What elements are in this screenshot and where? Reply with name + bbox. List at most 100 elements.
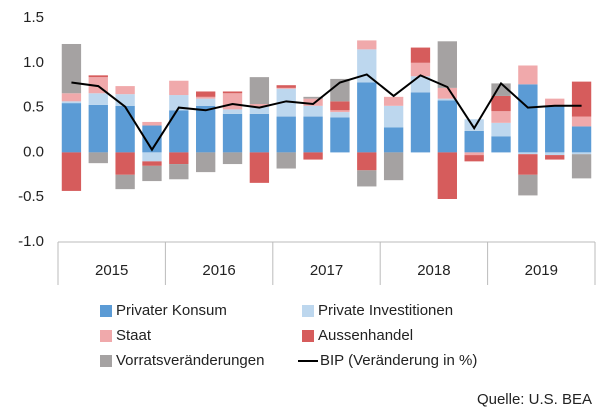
bar-segment bbox=[169, 80, 189, 96]
bar-segment bbox=[437, 152, 457, 199]
bar-segment bbox=[357, 40, 377, 50]
x-group-label: 2018 bbox=[417, 262, 450, 279]
bar-segment bbox=[410, 62, 431, 77]
bar-segment bbox=[88, 75, 108, 78]
bar-segment bbox=[464, 119, 484, 131]
bar-segment bbox=[169, 164, 189, 180]
bar-segment bbox=[571, 81, 592, 117]
bar-segment bbox=[330, 117, 350, 153]
bar-segment bbox=[464, 155, 484, 162]
bar-segment bbox=[571, 126, 592, 153]
bar-segment bbox=[518, 174, 538, 196]
legend-label: Privater Konsum bbox=[116, 302, 227, 319]
bar-segment bbox=[437, 100, 457, 153]
bar-segment bbox=[142, 161, 162, 166]
bar-segment bbox=[249, 106, 270, 114]
bar-segment bbox=[410, 47, 431, 63]
legend-label: Vorratsveränderungen bbox=[116, 352, 264, 369]
bar-segment bbox=[276, 152, 296, 169]
bar-segment bbox=[491, 122, 511, 137]
bar-segment bbox=[61, 152, 82, 191]
bar-segment bbox=[169, 110, 189, 153]
bar-segment bbox=[303, 96, 323, 99]
bar-segment bbox=[249, 152, 270, 183]
bar-segment bbox=[276, 88, 296, 117]
bar-segment bbox=[222, 91, 243, 94]
bar-segment bbox=[276, 116, 296, 153]
x-group-label: 2016 bbox=[202, 262, 235, 279]
legend-label: BIP (Veränderung in %) bbox=[320, 352, 477, 369]
bar-segment bbox=[115, 152, 135, 175]
bar-segment bbox=[545, 155, 565, 160]
bar-segment bbox=[330, 101, 350, 111]
legend-swatch bbox=[302, 330, 314, 342]
bar-segment bbox=[383, 127, 404, 153]
bar-segment bbox=[142, 125, 162, 153]
bar-segment bbox=[196, 91, 216, 97]
bar-segment bbox=[491, 111, 511, 123]
bar-segment bbox=[410, 92, 431, 153]
bar-segment bbox=[518, 65, 538, 85]
bar-segment bbox=[437, 98, 457, 101]
legend-swatch bbox=[100, 330, 112, 342]
bar-segment bbox=[222, 109, 243, 114]
bar-segment bbox=[383, 105, 404, 128]
bar-segment bbox=[518, 84, 538, 153]
bar-segment bbox=[142, 165, 162, 182]
bar-segment bbox=[303, 105, 323, 117]
bar-segment bbox=[545, 152, 565, 156]
bar-segment bbox=[276, 85, 296, 88]
bar-segment bbox=[571, 116, 592, 127]
legend-label: Staat bbox=[116, 327, 152, 344]
bar-segment bbox=[61, 93, 82, 102]
bar-segment bbox=[196, 98, 216, 106]
bar-segment bbox=[303, 98, 323, 106]
bar-segment bbox=[222, 93, 243, 110]
bar-segment bbox=[61, 43, 82, 94]
bar-segment bbox=[545, 105, 565, 153]
bar-segment bbox=[115, 86, 135, 95]
x-group-label: 2015 bbox=[95, 262, 128, 279]
bar-segment bbox=[464, 130, 484, 153]
bar-segment bbox=[88, 104, 108, 153]
bar-segment bbox=[545, 98, 565, 106]
bar-segment bbox=[303, 116, 323, 153]
bar-segment bbox=[357, 82, 377, 153]
y-tick-label: 0.5 bbox=[23, 99, 44, 116]
bar-segment bbox=[88, 93, 108, 105]
bar-segment bbox=[142, 121, 162, 126]
bar-segment bbox=[88, 152, 108, 164]
bar-segment bbox=[222, 152, 243, 165]
bar-segment bbox=[357, 49, 377, 83]
bar-segment bbox=[196, 96, 216, 99]
bar-segment bbox=[491, 136, 511, 153]
source-note: Quelle: U.S. BEA bbox=[477, 391, 592, 408]
bar-segment bbox=[142, 152, 162, 162]
bar-segment bbox=[330, 112, 350, 118]
x-group-label: 2017 bbox=[310, 262, 343, 279]
bar-segment bbox=[518, 154, 538, 175]
bar-segment bbox=[571, 152, 592, 155]
bar-segment bbox=[464, 152, 484, 156]
bar-segment bbox=[437, 41, 457, 88]
bar-segment bbox=[357, 152, 377, 171]
bar-segment bbox=[357, 170, 377, 187]
bar-segment bbox=[303, 152, 323, 160]
y-tick-label: -1.0 bbox=[18, 233, 44, 250]
x-group-label: 2019 bbox=[525, 262, 558, 279]
bar-segment bbox=[61, 101, 82, 104]
bar-segment bbox=[330, 78, 350, 102]
bar-segment bbox=[249, 77, 270, 105]
legend-swatch bbox=[100, 355, 112, 367]
bar-segment bbox=[196, 152, 216, 173]
bar-segment bbox=[518, 152, 538, 155]
bar-segment bbox=[169, 95, 189, 111]
bar-segment bbox=[383, 152, 404, 181]
bar-segment bbox=[115, 105, 135, 153]
legend-label: Private Investitionen bbox=[318, 302, 453, 319]
y-tick-label: 0.0 bbox=[23, 143, 44, 160]
bar-segment bbox=[571, 154, 592, 179]
legend-label: Aussenhandel bbox=[318, 327, 413, 344]
bar-segment bbox=[330, 110, 350, 113]
